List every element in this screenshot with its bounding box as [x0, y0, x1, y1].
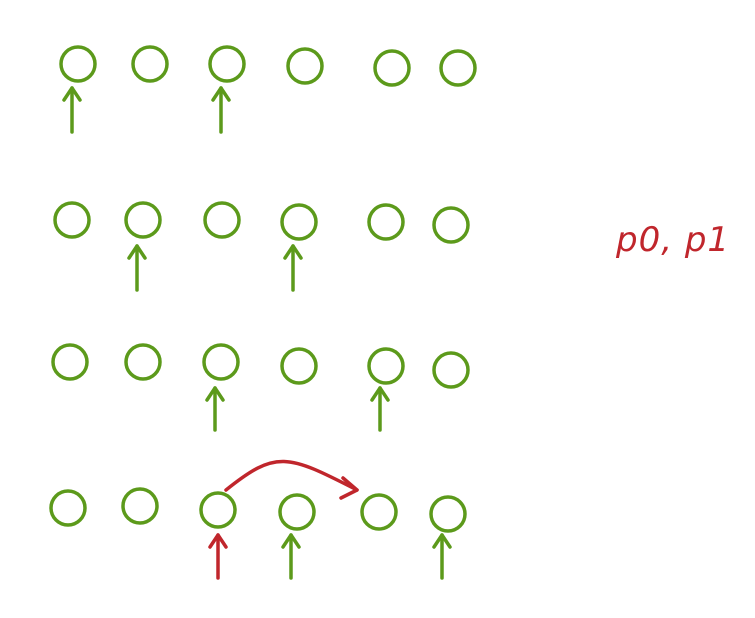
- row-2-node-5: [432, 206, 470, 244]
- row-4-node-5: [429, 495, 467, 533]
- row-1-pointer-0-head: [62, 86, 82, 102]
- row-2-node-1: [124, 201, 162, 239]
- row-1-pointer-2-head: [211, 86, 231, 102]
- row-3-pointer-4: [370, 386, 390, 432]
- row-1-node-5: [439, 49, 477, 87]
- row-4-pointer-3-head: [281, 533, 301, 549]
- row-4-node-3: [278, 493, 316, 531]
- row-1-node-1: [131, 45, 169, 83]
- row-1-node-4: [373, 49, 411, 87]
- row-3-pointer-2: [205, 386, 225, 432]
- row-3-node-5: [432, 351, 470, 389]
- row-3: [51, 343, 470, 432]
- row-3-pointer-2-head: [205, 386, 225, 402]
- row-3-node-4: [367, 347, 405, 385]
- row-4: [49, 459, 467, 580]
- row-2-node-3: [280, 203, 318, 241]
- row-4-move-arrow-head: [339, 476, 359, 500]
- row-1-node-3: [286, 47, 324, 85]
- row-2-node-2: [203, 201, 241, 239]
- row-4-node-1: [121, 487, 159, 525]
- row-4-pointer-3: [281, 533, 301, 580]
- row-3-pointer-4-head: [370, 386, 390, 402]
- row-3-node-0: [51, 343, 89, 381]
- row-4-node-0: [49, 489, 87, 527]
- row-1-pointer-0: [62, 86, 82, 134]
- row-2-node-0: [53, 201, 91, 239]
- row-2-node-4: [367, 203, 405, 241]
- row-2-pointer-1-head: [127, 244, 147, 260]
- row-2: [53, 201, 470, 292]
- row-1-pointer-2: [211, 86, 231, 134]
- row-4-node-2: [199, 491, 237, 529]
- row-2-pointer-3: [283, 244, 303, 292]
- row-4-move-arrow-curve: [224, 459, 359, 492]
- row-3-node-2: [202, 343, 240, 381]
- row-2-pointer-3-head: [283, 244, 303, 260]
- row-4-pointer-5: [432, 533, 452, 580]
- row-4-highlight-pointer-head: [208, 533, 228, 549]
- row-1-node-0: [59, 45, 97, 83]
- row-4-pointer-5-head: [432, 533, 452, 549]
- row-1: [59, 45, 477, 134]
- row-4-move-arrow: [224, 459, 359, 500]
- row-4-highlight-pointer: [208, 533, 228, 580]
- row-2-pointer-1: [127, 244, 147, 292]
- row-3-node-3: [280, 347, 318, 385]
- row-3-node-1: [124, 343, 162, 381]
- pointer-annotation: p0, p1: [616, 220, 731, 260]
- row-4-node-4: [360, 493, 398, 531]
- row-1-node-2: [208, 45, 246, 83]
